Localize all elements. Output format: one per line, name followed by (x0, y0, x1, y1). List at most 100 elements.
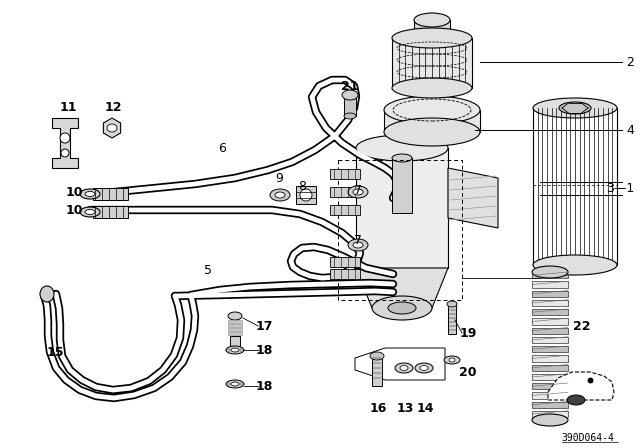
Text: 4: 4 (626, 124, 634, 137)
Text: 19: 19 (460, 327, 477, 340)
Bar (228, 328, 242, 331)
Ellipse shape (353, 189, 363, 195)
Ellipse shape (392, 78, 472, 98)
Ellipse shape (449, 358, 455, 362)
Bar (532, 346, 568, 353)
Bar (532, 309, 568, 315)
Ellipse shape (370, 352, 384, 360)
Ellipse shape (414, 29, 450, 43)
Bar (230, 336, 240, 346)
Ellipse shape (532, 266, 568, 278)
Ellipse shape (344, 113, 356, 119)
Text: 15: 15 (46, 345, 64, 358)
Ellipse shape (107, 124, 117, 132)
Ellipse shape (532, 414, 568, 426)
Text: 6: 6 (218, 142, 226, 155)
Text: 18: 18 (255, 379, 273, 392)
Polygon shape (52, 118, 78, 168)
Polygon shape (296, 186, 316, 204)
Text: 18: 18 (255, 344, 273, 357)
Text: 9: 9 (275, 172, 283, 185)
Bar (532, 374, 568, 380)
Bar (532, 411, 568, 417)
Bar (344, 96, 356, 116)
Bar (93, 206, 128, 218)
Ellipse shape (559, 102, 591, 114)
Text: 10: 10 (65, 203, 83, 216)
Bar (532, 383, 568, 389)
Ellipse shape (80, 207, 100, 217)
Text: 10: 10 (65, 185, 83, 198)
Ellipse shape (388, 302, 416, 314)
Bar (532, 318, 568, 325)
Bar (532, 290, 568, 297)
Bar (532, 281, 568, 288)
Ellipse shape (348, 186, 368, 198)
Ellipse shape (400, 366, 408, 370)
Bar (392, 158, 412, 213)
Bar (392, 38, 472, 88)
Ellipse shape (384, 118, 480, 146)
Ellipse shape (395, 363, 413, 373)
Bar (330, 205, 360, 215)
Text: 3—1: 3—1 (606, 181, 634, 194)
Bar (532, 272, 568, 279)
Text: 8: 8 (298, 180, 306, 193)
Text: 390D064-4: 390D064-4 (561, 433, 614, 443)
Bar (93, 188, 128, 200)
Ellipse shape (372, 296, 432, 320)
Ellipse shape (275, 192, 285, 198)
Ellipse shape (300, 189, 312, 201)
Ellipse shape (61, 149, 69, 157)
Bar (532, 365, 568, 371)
Ellipse shape (414, 13, 450, 27)
Text: 11: 11 (60, 100, 77, 113)
Bar (532, 300, 568, 306)
Bar (532, 392, 568, 399)
Ellipse shape (85, 210, 95, 215)
Ellipse shape (392, 28, 472, 48)
Bar (532, 355, 568, 362)
Polygon shape (356, 268, 448, 308)
Ellipse shape (228, 312, 242, 320)
Polygon shape (448, 168, 498, 228)
Ellipse shape (384, 96, 480, 124)
Ellipse shape (231, 348, 239, 352)
Polygon shape (103, 118, 121, 138)
Ellipse shape (353, 242, 363, 248)
Polygon shape (355, 348, 445, 380)
Text: 7: 7 (354, 233, 362, 246)
Polygon shape (548, 372, 614, 400)
Text: 14: 14 (416, 401, 434, 414)
Ellipse shape (415, 363, 433, 373)
Ellipse shape (80, 189, 100, 199)
Bar (532, 337, 568, 343)
Ellipse shape (40, 286, 54, 302)
Text: 16: 16 (369, 401, 387, 414)
Ellipse shape (356, 135, 448, 161)
Text: 22: 22 (573, 319, 591, 332)
Ellipse shape (85, 191, 95, 197)
Ellipse shape (420, 366, 428, 370)
Bar (228, 320, 242, 323)
Bar (330, 257, 360, 267)
Text: 17: 17 (255, 319, 273, 332)
Ellipse shape (392, 154, 412, 162)
Text: 21: 21 (341, 79, 359, 92)
Text: 13: 13 (396, 401, 413, 414)
Ellipse shape (226, 346, 244, 354)
Ellipse shape (342, 90, 358, 100)
Text: 2: 2 (626, 56, 634, 69)
Bar (532, 401, 568, 408)
Ellipse shape (567, 395, 585, 405)
Ellipse shape (533, 98, 617, 118)
Ellipse shape (348, 239, 368, 251)
Ellipse shape (447, 301, 457, 307)
Text: 7: 7 (354, 184, 362, 197)
Bar (448, 304, 456, 334)
Bar (330, 269, 360, 279)
Ellipse shape (60, 133, 70, 143)
Bar (356, 148, 448, 268)
Text: 20: 20 (460, 366, 477, 379)
Ellipse shape (533, 255, 617, 275)
